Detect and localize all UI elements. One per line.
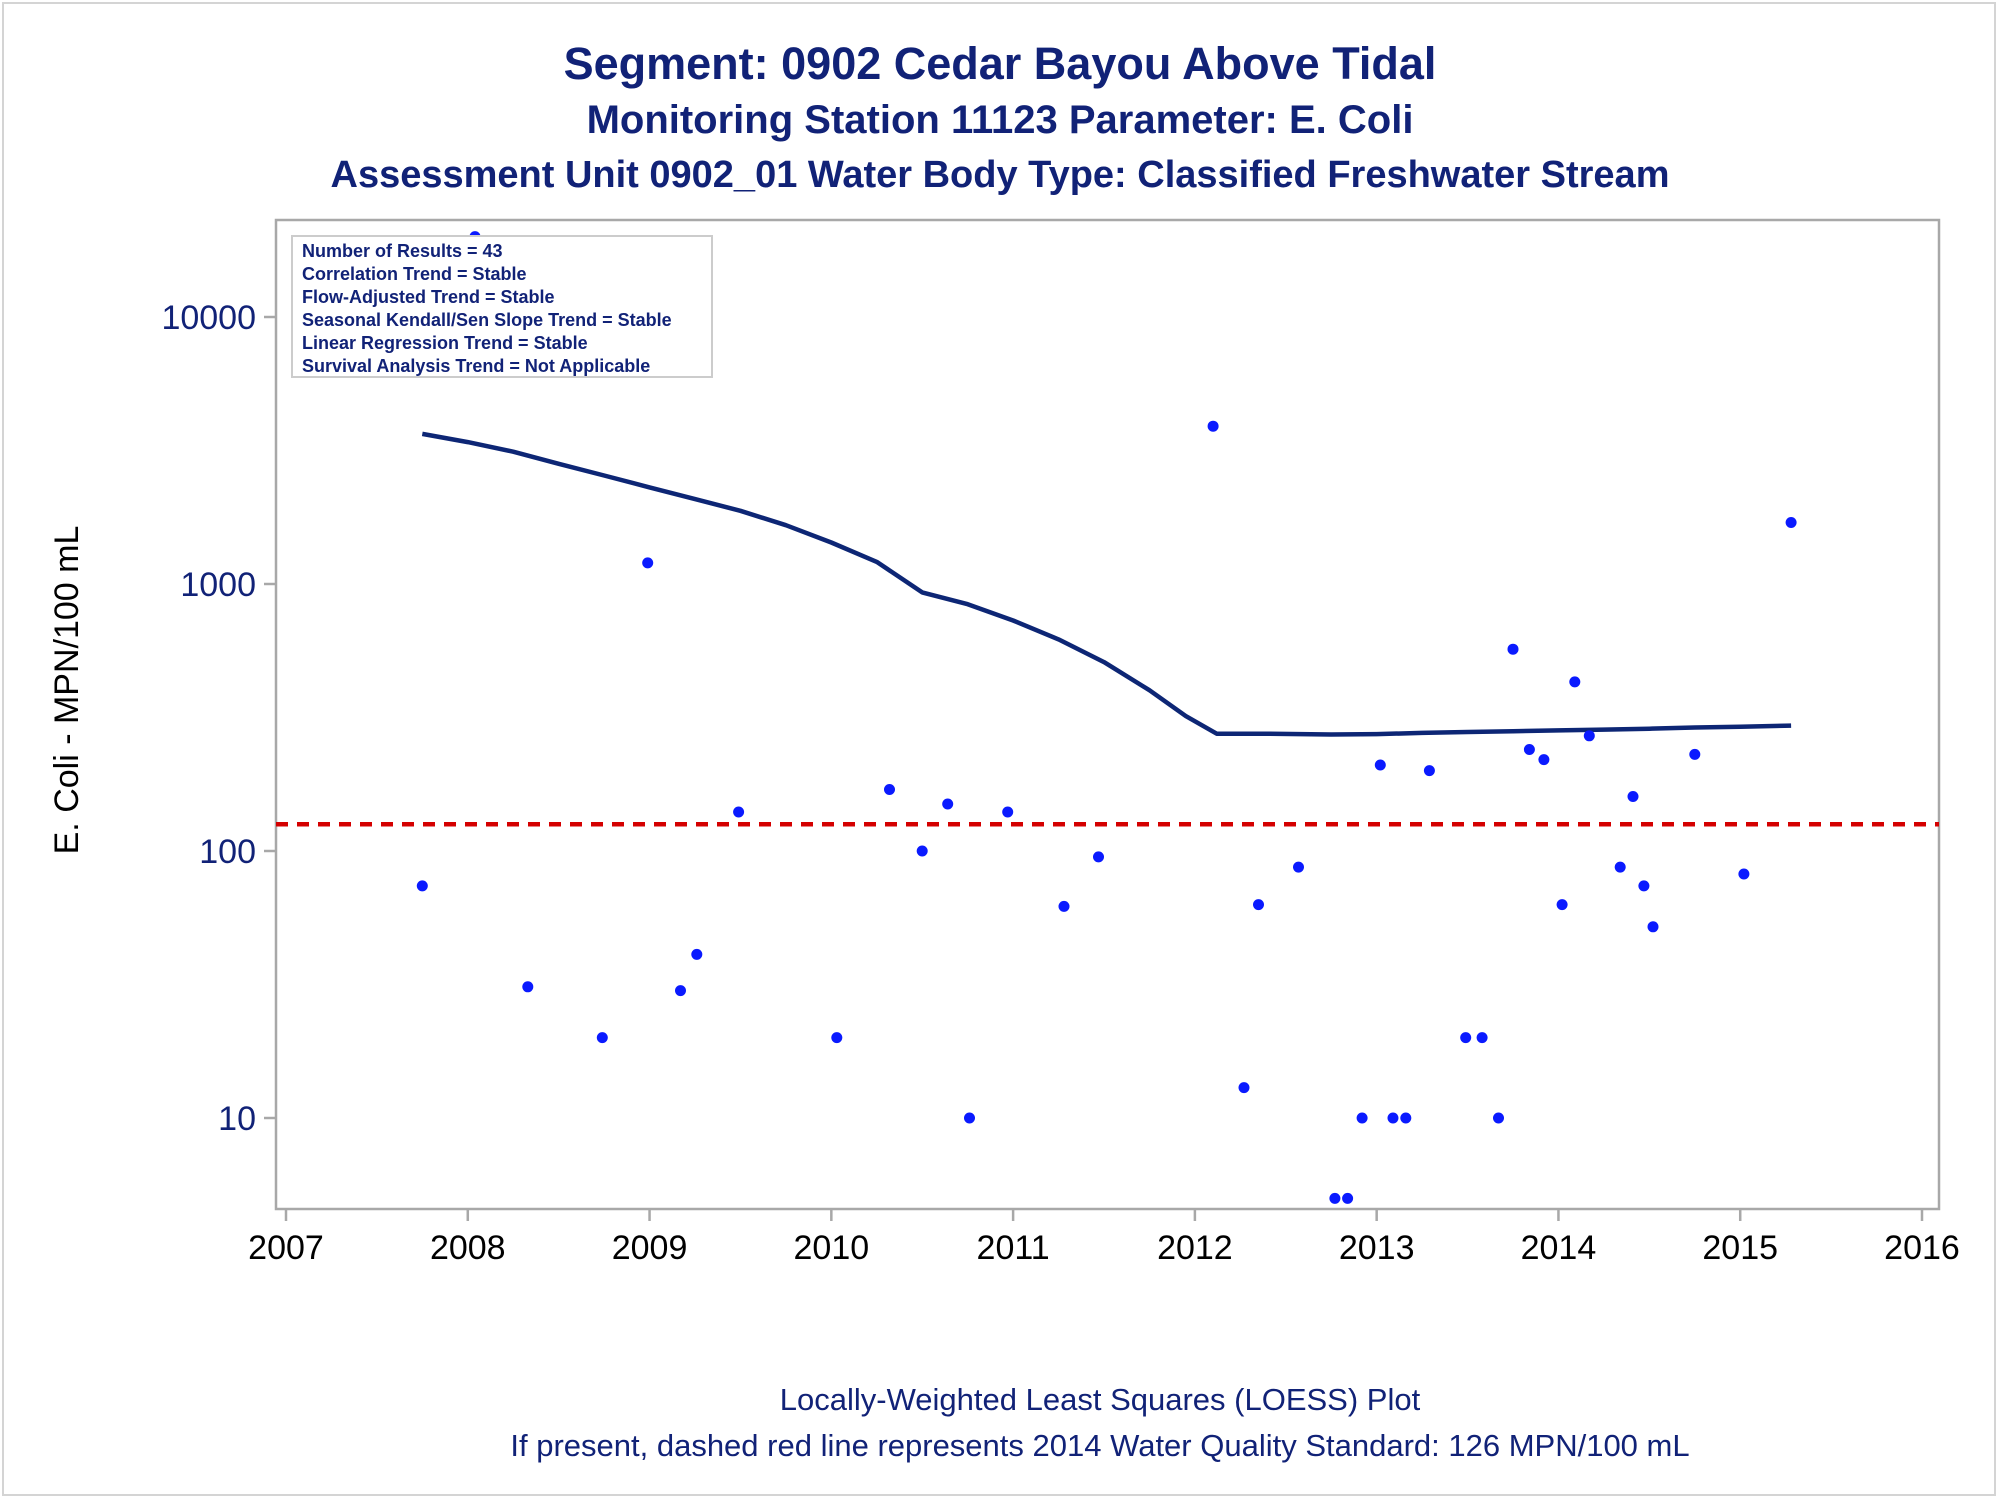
data-point xyxy=(1400,1112,1412,1124)
data-point xyxy=(1238,1082,1250,1094)
data-point xyxy=(1356,1112,1368,1124)
data-point xyxy=(1538,754,1550,766)
data-point xyxy=(1374,759,1386,771)
data-point xyxy=(691,948,703,960)
data-point xyxy=(1387,1112,1399,1124)
data-point xyxy=(733,806,745,818)
data-point xyxy=(964,1112,975,1124)
x-tick-label: 2015 xyxy=(1702,1229,1778,1267)
loess-curve xyxy=(421,431,1792,737)
legend-line-results: Number of Results = 43 xyxy=(302,241,503,261)
data-point xyxy=(642,557,654,569)
x-tick-label: 2013 xyxy=(1339,1229,1415,1267)
data-point xyxy=(416,880,428,892)
data-point xyxy=(1058,900,1070,912)
data-point xyxy=(522,981,534,993)
y-tick-label: 100 xyxy=(199,833,256,871)
legend-line-survival: Survival Analysis Trend = Not Applicable xyxy=(302,356,651,376)
x-tick-label: 2009 xyxy=(612,1229,688,1267)
footnote-standard: If present, dashed red line represents 2… xyxy=(510,1428,1690,1463)
legend-line-correlation: Correlation Trend = Stable xyxy=(302,264,527,284)
trend-summary-box: Number of Results = 43 Correlation Trend… xyxy=(291,235,713,378)
data-point xyxy=(1293,861,1304,873)
data-point xyxy=(1093,851,1104,863)
x-tick-label: 2010 xyxy=(794,1229,870,1267)
data-point xyxy=(1329,1192,1341,1204)
data-point xyxy=(1002,806,1014,818)
chart-subtitle-station: Monitoring Station 11123 Parameter: E. C… xyxy=(586,98,1414,142)
data-point xyxy=(1423,765,1435,777)
data-point xyxy=(1207,420,1219,432)
data-point xyxy=(942,798,954,810)
data-point xyxy=(1460,1032,1472,1044)
data-point xyxy=(596,1032,608,1044)
x-tick-label: 2012 xyxy=(1157,1229,1233,1267)
data-point xyxy=(1476,1032,1488,1044)
plot-border xyxy=(274,218,1941,1211)
chart-title: Segment: 0902 Cedar Bayou Above Tidal xyxy=(563,38,1437,89)
data-point xyxy=(1493,1112,1504,1124)
data-point xyxy=(831,1032,843,1044)
data-point xyxy=(916,845,928,857)
data-point xyxy=(1253,899,1264,911)
data-point xyxy=(1583,730,1595,742)
y-tick-label: 10 xyxy=(218,1100,256,1138)
data-point xyxy=(1556,899,1568,911)
data-point xyxy=(1647,921,1659,933)
x-tick-label: 2007 xyxy=(248,1229,324,1267)
data-point xyxy=(1689,748,1701,760)
x-tick-label: 2014 xyxy=(1521,1229,1597,1267)
chart-subtitle-assessment: Assessment Unit 0902_01 Water Body Type:… xyxy=(330,154,1670,196)
legend-line-linear-regression: Linear Regression Trend = Stable xyxy=(302,333,588,353)
y-axis-label: E. Coli - MPN/100 mL xyxy=(48,526,86,855)
x-tick-label: 2008 xyxy=(430,1229,506,1267)
data-point xyxy=(1638,880,1650,892)
x-tick-label: 2016 xyxy=(1884,1229,1960,1267)
data-point xyxy=(1785,517,1797,528)
plot-area: 2007 2008 2009 2010 2011 2012 2013 2014 2015 2016… xyxy=(161,218,1960,1267)
data-point xyxy=(884,784,895,795)
data-point xyxy=(1569,676,1581,688)
data-point xyxy=(1507,643,1519,655)
data-point xyxy=(675,985,686,997)
footnote-loess: Locally-Weighted Least Squares (LOESS) P… xyxy=(779,1382,1421,1417)
data-point xyxy=(1342,1192,1354,1204)
y-tick-label: 1000 xyxy=(180,566,256,604)
data-point xyxy=(1523,744,1535,755)
legend-line-seasonal-kendall: Seasonal Kendall/Sen Slope Trend = Stabl… xyxy=(302,310,672,330)
data-point xyxy=(1627,791,1639,802)
x-tick-label: 2011 xyxy=(977,1229,1050,1267)
data-point xyxy=(1614,861,1626,873)
legend-line-flow-adjusted: Flow-Adjusted Trend = Stable xyxy=(302,287,555,307)
y-tick-label: 10000 xyxy=(161,299,256,337)
data-point xyxy=(1738,868,1750,880)
